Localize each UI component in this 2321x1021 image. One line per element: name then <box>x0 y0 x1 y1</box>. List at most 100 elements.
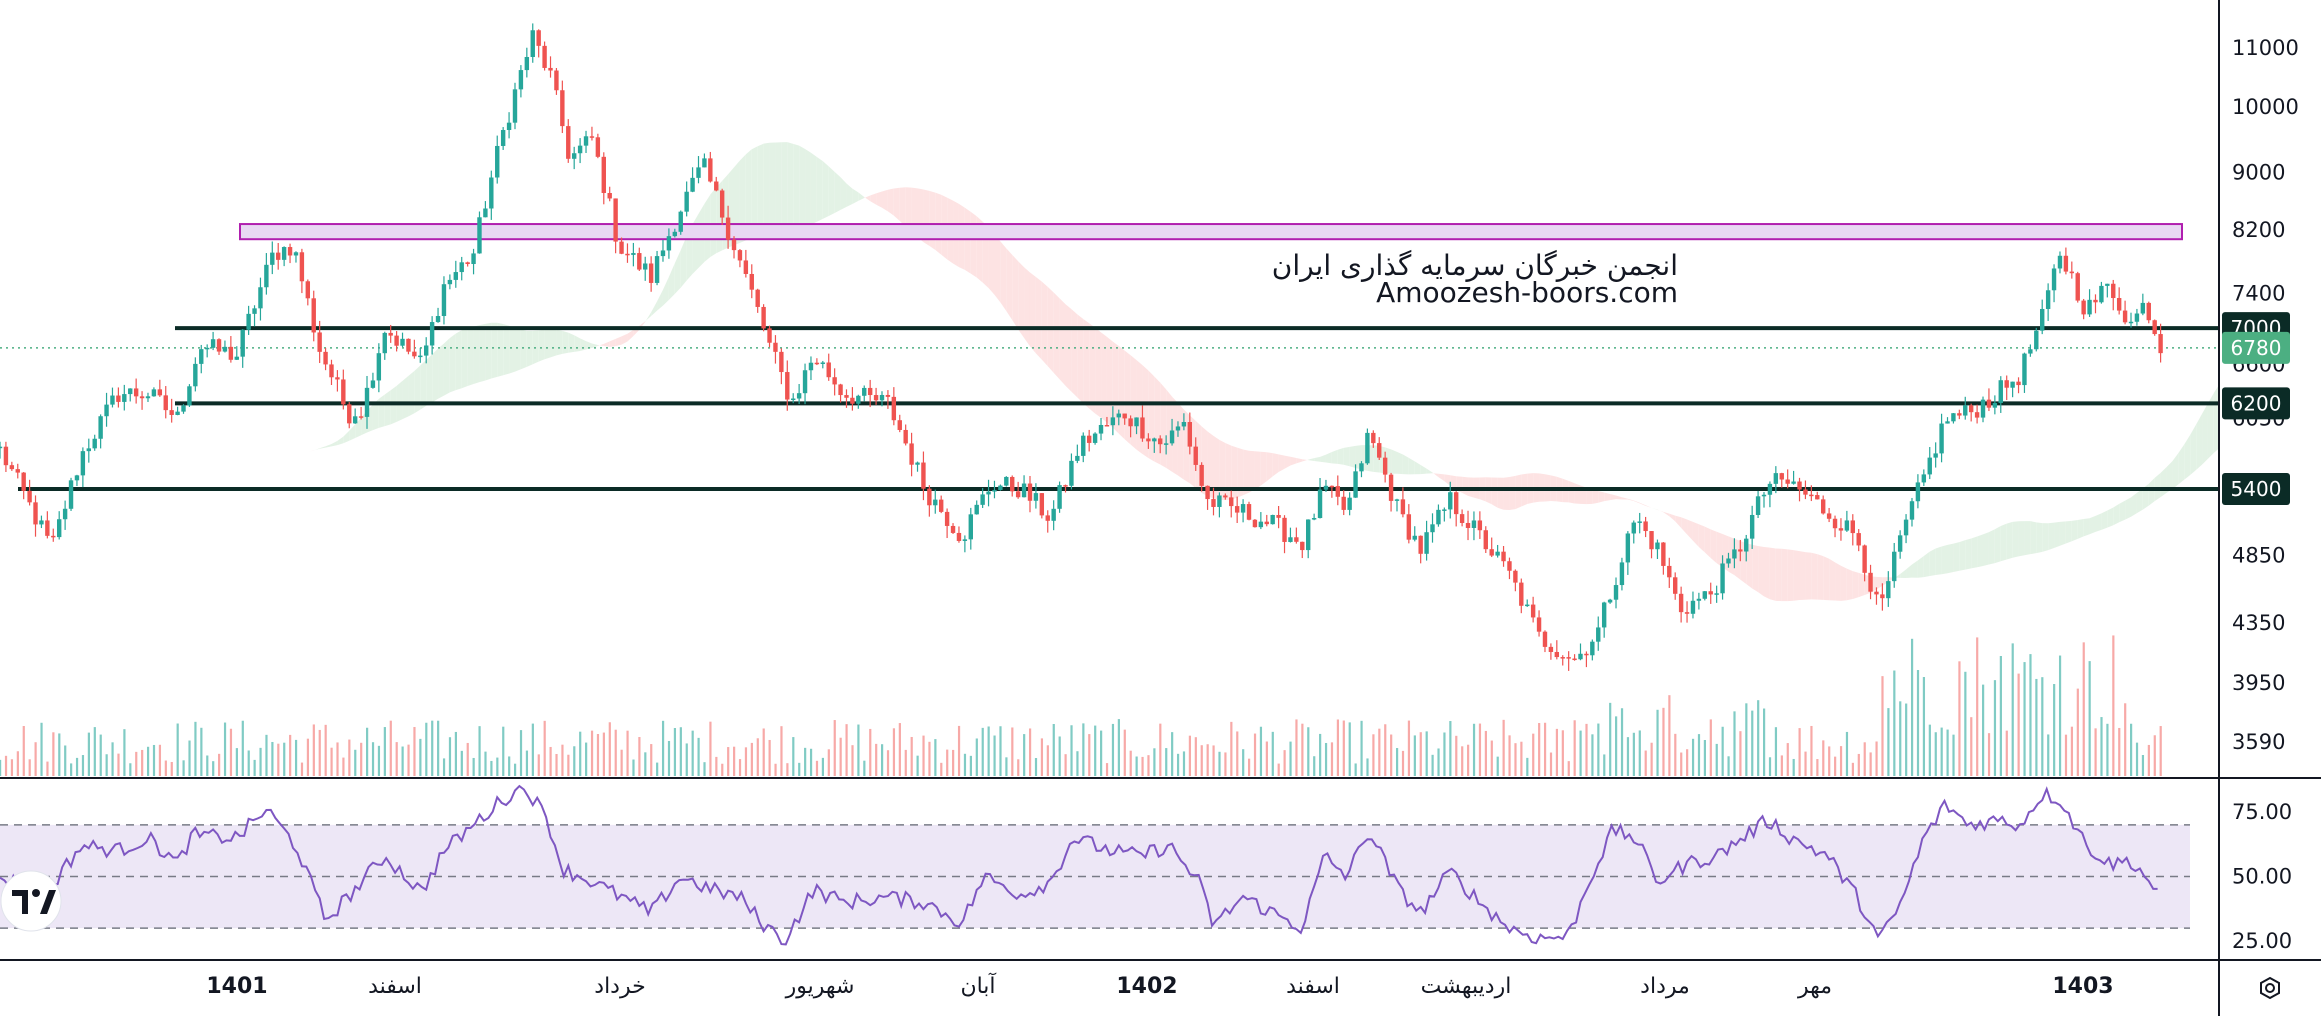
volume-bar <box>786 763 789 776</box>
cloud-segment <box>905 187 912 233</box>
cloud-segment <box>1983 532 1989 566</box>
cloud-segment <box>1840 565 1847 601</box>
candle-body <box>1749 514 1755 539</box>
volume-bar <box>1644 750 1647 776</box>
volume-bar <box>1206 744 1209 776</box>
cloud-segment <box>2012 521 2019 558</box>
candle-body <box>1880 594 1885 599</box>
cloud-segment <box>1610 493 1617 501</box>
rsi-tick-label: 50.00 <box>2232 865 2292 889</box>
candle-body <box>39 520 44 525</box>
volume-bar <box>1857 753 1860 776</box>
volume-bar <box>1863 742 1866 776</box>
volume-bar <box>1597 723 1600 776</box>
cloud-segment <box>1053 292 1060 380</box>
volume-bar <box>1094 725 1097 776</box>
time-axis[interactable]: 1401 اسفند خرداد شهریور آبان 1402 اسفند اردیبهش… <box>206 972 2113 999</box>
volume-bar <box>2029 654 2032 776</box>
volume-bar <box>673 728 677 776</box>
candle-body <box>1637 521 1642 523</box>
volume-bar <box>1153 748 1156 776</box>
cloud-segment <box>1331 449 1338 464</box>
volume-bar <box>1620 708 1624 776</box>
candle-body <box>1039 493 1045 516</box>
candle-body <box>1921 474 1927 483</box>
candle-body <box>696 167 701 178</box>
cloud-segment <box>568 332 575 353</box>
volume-bar <box>58 733 61 776</box>
candle-body <box>1655 542 1660 550</box>
candle-body <box>1548 646 1554 652</box>
cloud-segment <box>1308 458 1315 462</box>
volume-bar <box>306 738 310 776</box>
price-tick-label: 11000 <box>2232 36 2299 60</box>
candle-body <box>287 247 293 256</box>
tradingview-logo-icon[interactable] <box>0 870 62 932</box>
candle-body <box>1590 641 1595 656</box>
volume-bar <box>1236 731 1239 776</box>
volume-bar <box>1976 637 1979 776</box>
time-label: شهریور <box>785 974 855 999</box>
cloud-segment <box>1101 332 1107 423</box>
rsi-axis[interactable]: 75.00 50.00 25.00 <box>2232 800 2292 953</box>
candle-body <box>761 306 766 329</box>
price-tick-label: 4850 <box>2232 544 2285 568</box>
volume-bar <box>312 724 315 776</box>
volume-bar <box>413 727 416 776</box>
cloud-segment <box>1266 452 1273 482</box>
volume-bar <box>531 723 534 776</box>
volume-bar <box>1141 756 1144 776</box>
candle-body <box>1258 521 1264 528</box>
volume-bar <box>1413 735 1416 776</box>
volume-bar <box>22 726 25 776</box>
cloud-segment <box>1006 248 1013 321</box>
cloud-segment <box>1515 474 1522 510</box>
volume-bar <box>176 723 179 776</box>
volume-bar <box>206 755 209 776</box>
volume-bar <box>1467 744 1470 776</box>
volume-bar <box>1940 727 1943 776</box>
candle-body <box>418 355 423 358</box>
volume-bar <box>1218 751 1221 776</box>
volume-bar <box>1733 711 1736 776</box>
candle-body <box>1063 485 1068 487</box>
cloud-segment <box>1598 491 1605 503</box>
candle-body <box>1779 473 1784 480</box>
cloud-segment <box>1781 548 1788 602</box>
volume-bar <box>1390 734 1393 776</box>
cloud-segment <box>2136 488 2143 514</box>
candle-body <box>1246 504 1252 520</box>
candle-body <box>506 122 512 131</box>
candle-body <box>1826 513 1832 519</box>
volume-bar <box>543 720 546 776</box>
cloud-segment <box>1462 476 1469 496</box>
candle-body <box>530 30 535 57</box>
volume-bar <box>1591 734 1594 776</box>
candle-body <box>51 535 56 538</box>
candle-body <box>643 263 648 270</box>
cloud-segment <box>574 335 581 352</box>
price-axis[interactable]: 1100010000900082007400660060505400485043… <box>2232 36 2299 754</box>
candle-body <box>1110 417 1116 426</box>
volume-bar <box>1064 754 1067 776</box>
volume-bar <box>1987 733 1991 776</box>
candle-body <box>151 389 157 397</box>
price-tick-label: 4350 <box>2232 611 2285 635</box>
volume-bar <box>1194 737 1197 776</box>
volume-bar <box>1224 752 1227 776</box>
settings-hexagon-icon[interactable] <box>2260 976 2280 1000</box>
candle-body <box>1353 471 1358 498</box>
volume-bar <box>1384 724 1387 776</box>
volume-bar <box>75 757 79 776</box>
cloud-segment <box>1237 447 1244 498</box>
candle-body <box>1027 483 1033 501</box>
candle-body <box>690 177 695 192</box>
candle-body <box>1761 494 1767 497</box>
volume-bar <box>318 729 321 776</box>
candle-body <box>1300 541 1305 551</box>
candle-body <box>1122 413 1127 419</box>
volume-bar <box>34 742 37 776</box>
cloud-segment <box>781 142 788 234</box>
cloud-segment <box>1320 454 1326 463</box>
